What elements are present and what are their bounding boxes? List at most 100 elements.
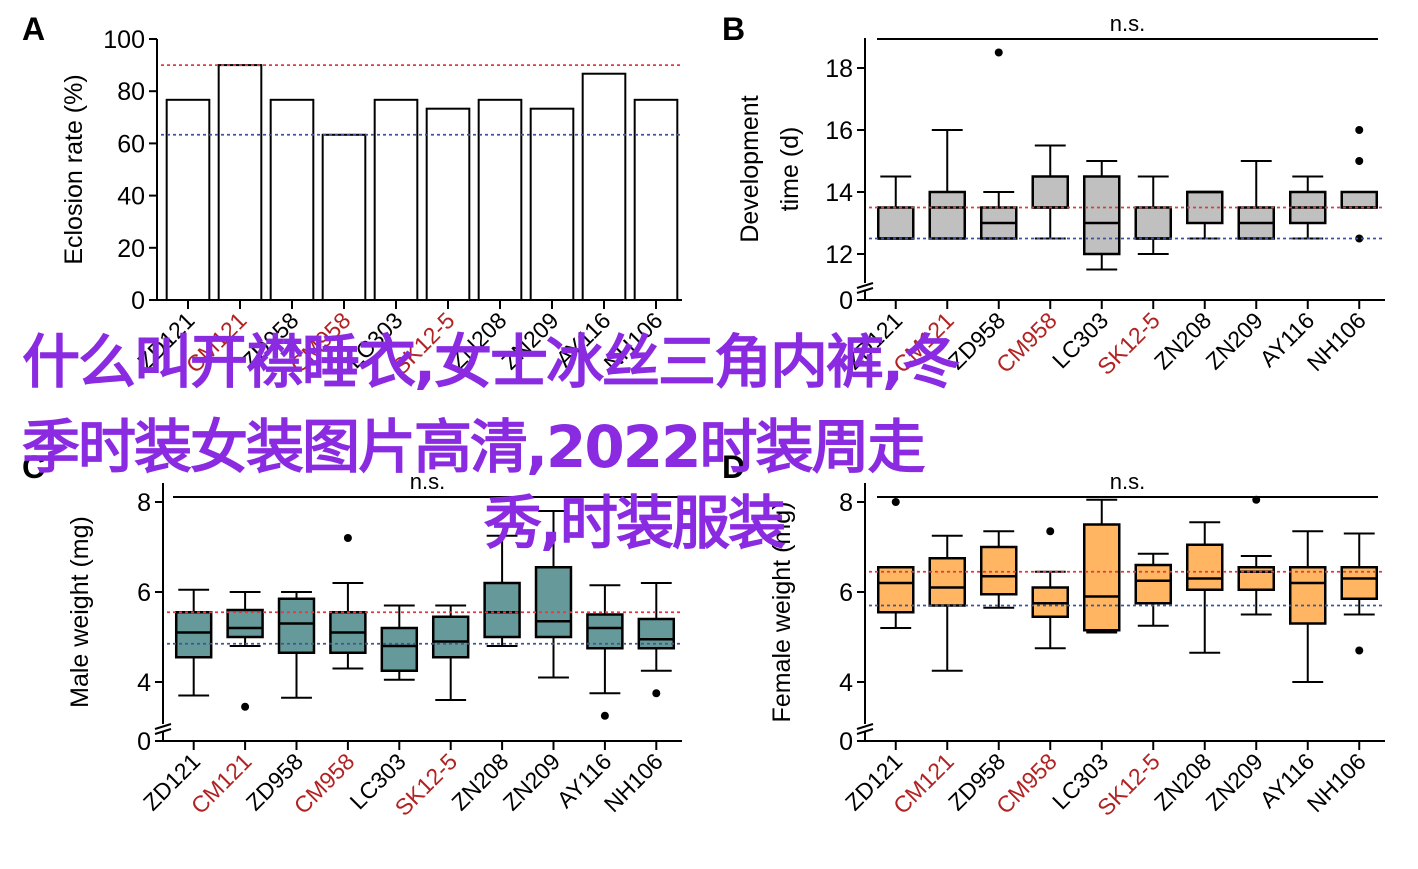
y-tick-label: 0	[131, 287, 145, 315]
box	[1288, 566, 1327, 625]
y-tick-label: 40	[117, 183, 145, 211]
y-tick-label: 12	[825, 241, 853, 269]
significance-label: n.s.	[410, 469, 445, 494]
y-tick-label: 8	[839, 489, 853, 517]
box	[380, 626, 419, 672]
outlier-point	[1046, 527, 1055, 536]
bar	[269, 98, 315, 301]
outlier-point	[343, 534, 352, 542]
outlier-point	[994, 48, 1003, 57]
axis-break-gap	[862, 724, 868, 732]
box	[431, 615, 470, 659]
panel-letter-a: A	[22, 11, 45, 47]
y-tick-label: 0	[137, 728, 151, 756]
y-tick-label: 0	[839, 728, 853, 756]
box	[1082, 523, 1121, 632]
box	[586, 613, 624, 650]
box	[174, 611, 213, 659]
y-axis-title: Development	[736, 95, 764, 242]
panel-letter-b: B	[722, 11, 745, 47]
bar	[477, 98, 523, 301]
x-tick-label: ZN209	[1201, 307, 1268, 374]
y-tick-label: 16	[825, 117, 853, 145]
box	[483, 581, 521, 639]
y-tick-label: 0	[839, 287, 853, 315]
axis-break-mark	[154, 728, 172, 735]
y-tick-label: 100	[103, 26, 145, 54]
box	[1031, 175, 1070, 209]
box	[637, 617, 676, 650]
box	[1185, 543, 1224, 591]
y-axis-title: Female weight (mg)	[768, 502, 796, 723]
axis-break-mark	[856, 287, 874, 294]
box	[226, 608, 264, 639]
y-tick-label: 80	[117, 78, 145, 106]
significance-label: n.s.	[1110, 11, 1145, 36]
box	[534, 566, 573, 639]
outlier-point	[891, 498, 900, 506]
x-tick-label: NH106	[1302, 748, 1371, 817]
x-tick-label: ZN208	[446, 748, 513, 815]
x-tick-label: NH106	[1302, 307, 1371, 376]
y-tick-label: 14	[825, 179, 853, 207]
outlier-point	[1355, 646, 1364, 655]
bar	[633, 98, 679, 301]
bar	[321, 133, 367, 301]
box	[928, 190, 967, 240]
box	[1340, 566, 1379, 600]
bar	[217, 64, 263, 301]
axis-break-mark	[154, 723, 172, 730]
x-tick-label: ZN209	[498, 748, 565, 815]
x-tick-label: ZN209	[1201, 748, 1268, 815]
x-tick-label: ZN208	[1149, 307, 1216, 374]
y-tick-label: 8	[137, 489, 151, 517]
bar	[425, 107, 471, 301]
y-tick-label: 4	[137, 669, 151, 697]
box	[1134, 206, 1173, 240]
watermark-line-3: 秀,时装服装	[484, 489, 786, 557]
y-tick-label: 6	[137, 579, 151, 607]
outlier-point	[241, 702, 250, 711]
axis-break-mark	[856, 723, 874, 730]
panel-letter-c: C	[22, 449, 45, 485]
y-axis-title: Eclosion rate (%)	[60, 74, 88, 264]
axis-break-gap	[160, 724, 166, 732]
watermark-line-1: 什么叫开襟睡衣,女士冰丝三角内裤,冬	[22, 328, 960, 396]
outlier-point	[1355, 126, 1364, 134]
y-tick-label: 60	[117, 130, 145, 158]
y-tick-label: 4	[839, 669, 853, 697]
y-tick-label: 20	[117, 235, 145, 263]
y-tick-label: 6	[839, 579, 853, 607]
outlier-point	[1355, 234, 1364, 243]
box	[876, 206, 915, 240]
panel-letter-d: D	[722, 449, 745, 485]
box	[1340, 190, 1379, 209]
y-axis-title: Male weight (mg)	[66, 516, 94, 708]
bar	[581, 72, 627, 301]
significance-label: n.s.	[1110, 469, 1145, 494]
box	[277, 597, 316, 654]
axis-break-mark	[856, 282, 874, 289]
box	[979, 545, 1018, 596]
bar	[373, 98, 419, 301]
y-axis-title: time (d)	[776, 127, 804, 212]
box	[928, 557, 967, 607]
y-tick-label: 18	[825, 55, 853, 83]
box	[1082, 175, 1121, 256]
bar	[529, 107, 575, 301]
x-tick-label: NH106	[599, 748, 668, 817]
axis-break-mark	[856, 728, 874, 735]
watermark-line-2: 季时装女装图片高清,2022时装周走	[22, 413, 925, 481]
axis-break-gap	[862, 283, 868, 291]
box	[1134, 563, 1173, 605]
outlier-point	[1252, 495, 1261, 504]
outlier-point	[600, 711, 609, 720]
outlier-point	[652, 689, 661, 698]
